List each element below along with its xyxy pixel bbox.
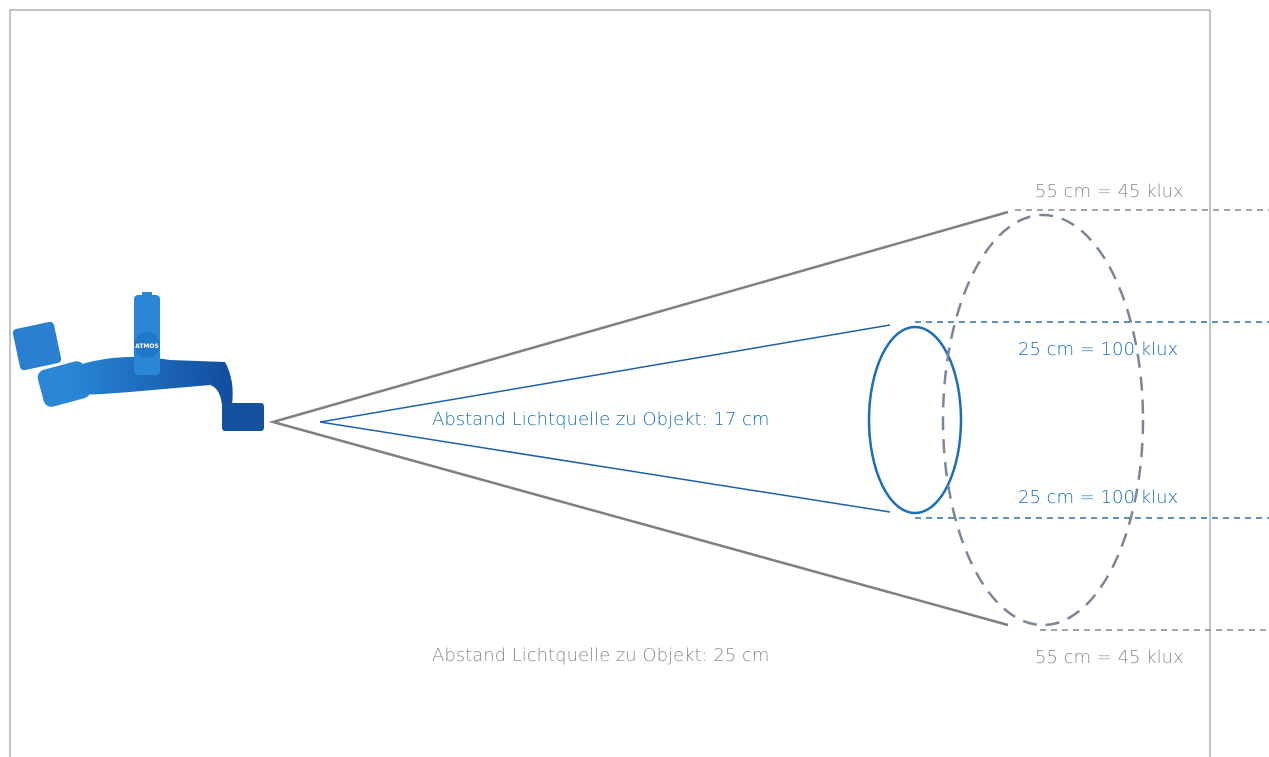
- outer-cone: [268, 210, 1009, 627]
- inner-cone: [319, 324, 891, 513]
- label: Abstand Lichtquelle zu Objekt: 17 cm: [432, 409, 769, 430]
- label: 25 cm = 100 klux: [1018, 339, 1178, 360]
- outer-spot: [941, 213, 1145, 627]
- label: 25 cm = 100 klux: [1018, 487, 1178, 508]
- light-cones: [268, 209, 1269, 631]
- label: Abstand Lichtquelle zu Objekt: 25 cm: [432, 645, 769, 666]
- label: 55 cm = 45 klux: [1035, 647, 1184, 668]
- frame: [9, 9, 1211, 757]
- inner-spot: [867, 325, 963, 515]
- lamp: ATMOS: [12, 292, 264, 431]
- label: 55 cm = 45 klux: [1035, 181, 1184, 202]
- lamp-logo: ATMOS: [135, 343, 159, 350]
